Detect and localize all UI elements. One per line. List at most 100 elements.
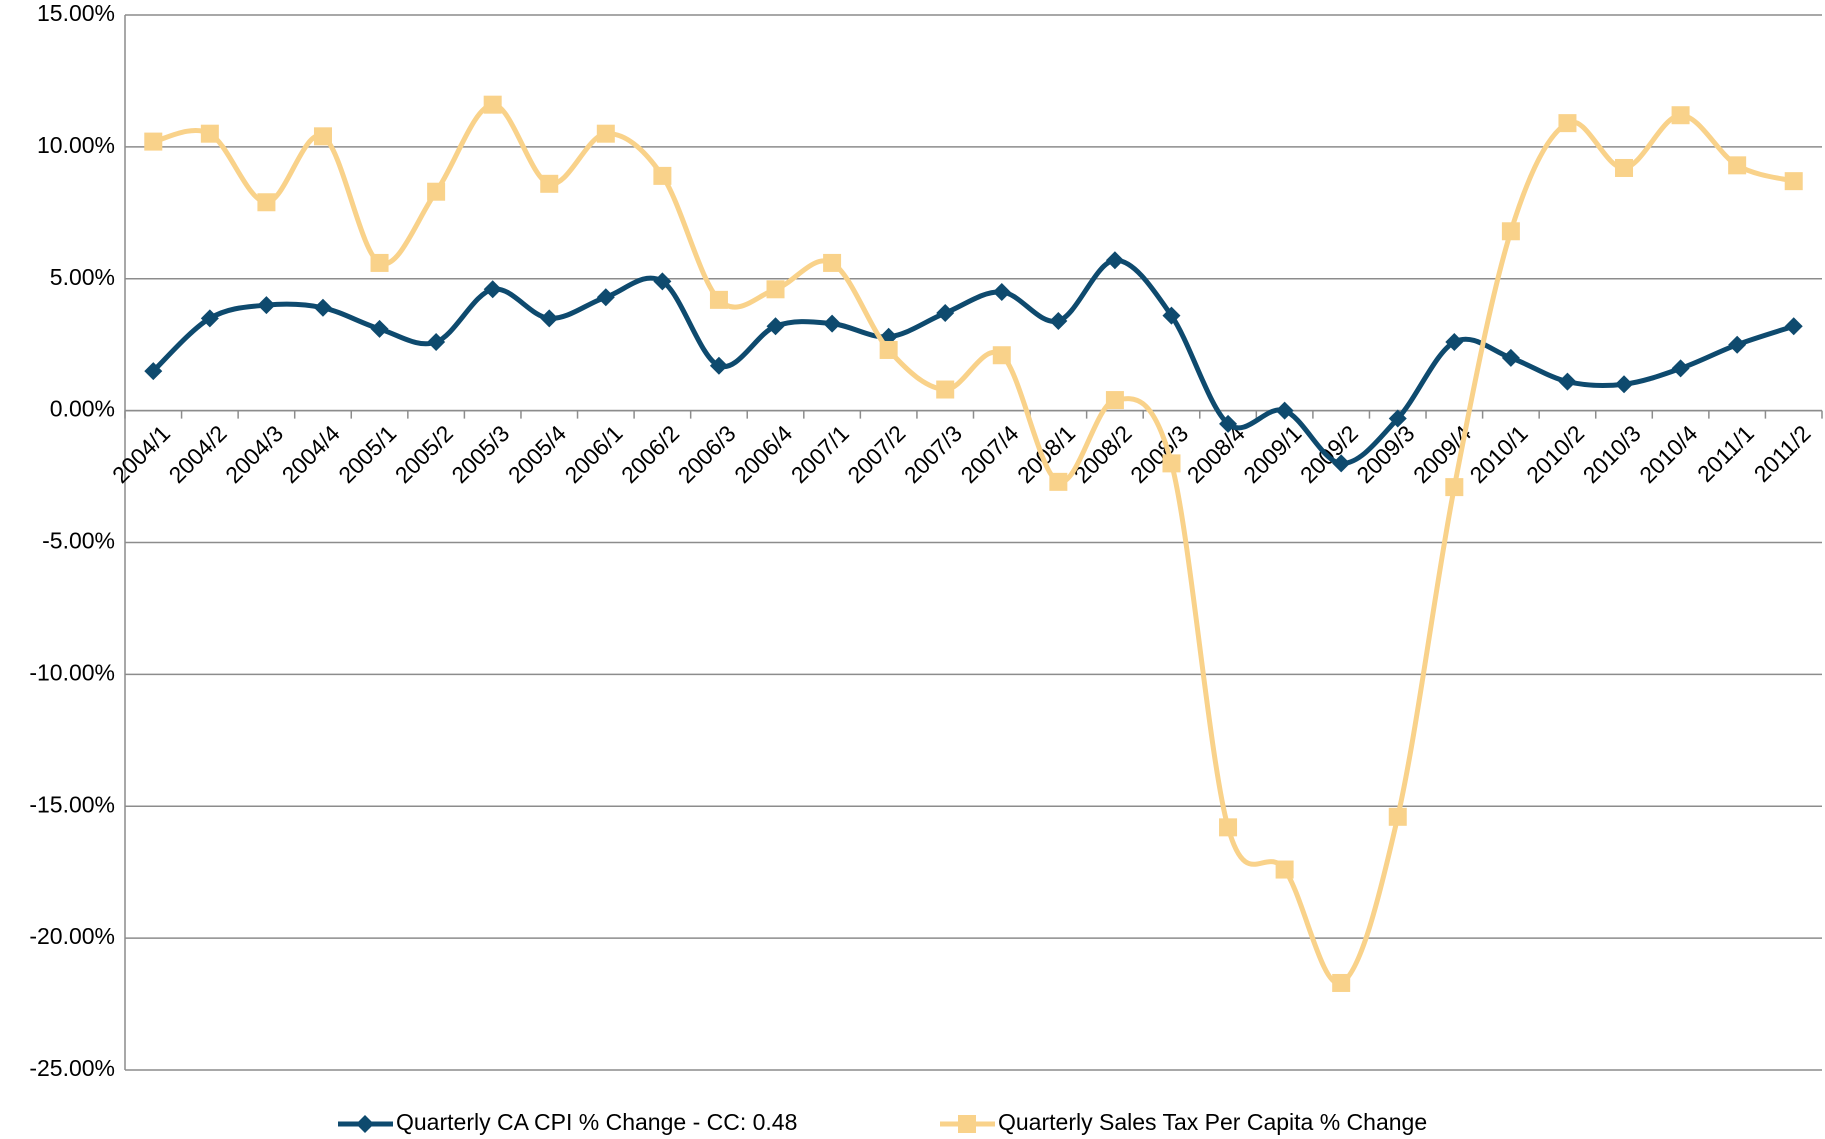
marker <box>144 132 163 151</box>
x-tick-label: 2004/3 <box>220 420 288 488</box>
x-tick-label: 2006/3 <box>673 420 741 488</box>
marker <box>992 346 1011 365</box>
marker <box>483 280 502 299</box>
marker <box>1219 414 1238 433</box>
marker <box>936 304 955 323</box>
x-tick-label: 2007/2 <box>842 420 910 488</box>
marker <box>653 166 672 185</box>
marker <box>958 1115 976 1133</box>
marker <box>1501 222 1520 241</box>
y-tick-label: -15.00% <box>29 791 115 817</box>
x-tick-label: 2004/2 <box>164 420 232 488</box>
y-tick-label: 15.00% <box>37 0 115 26</box>
x-tick-label: 2005/3 <box>446 420 514 488</box>
x-tick-label: 2007/4 <box>955 420 1023 488</box>
x-tick-label: 2010/4 <box>1634 420 1702 488</box>
y-tick-label: -25.00% <box>29 1055 115 1081</box>
marker <box>1105 251 1124 270</box>
marker <box>1615 158 1634 177</box>
marker <box>257 296 276 315</box>
marker <box>1445 478 1464 497</box>
marker <box>1162 454 1181 473</box>
x-tick-label: 2007/3 <box>899 420 967 488</box>
x-tick-label: 2006/1 <box>560 420 628 488</box>
marker <box>1049 311 1068 330</box>
marker <box>709 356 728 375</box>
marker <box>200 124 219 143</box>
marker <box>1615 375 1634 394</box>
legend-label: Quarterly CA CPI % Change - CC: 0.48 <box>396 1109 797 1135</box>
marker <box>313 298 332 317</box>
x-tick-label: 2007/1 <box>786 420 854 488</box>
marker <box>1049 472 1068 491</box>
legend-item: Quarterly Sales Tax Per Capita % Change <box>940 1109 1427 1135</box>
marker <box>427 182 446 201</box>
series-line <box>151 257 1795 466</box>
marker <box>1388 409 1407 428</box>
x-tick-label: 2006/2 <box>616 420 684 488</box>
marker <box>370 253 389 272</box>
marker <box>823 314 842 333</box>
x-tick-label: 2005/2 <box>390 420 458 488</box>
marker <box>370 319 389 338</box>
x-tick-label: 2010/2 <box>1521 420 1589 488</box>
marker <box>200 309 219 328</box>
marker <box>709 290 728 309</box>
marker <box>1219 818 1238 837</box>
x-tick-label: 2010/1 <box>1465 420 1533 488</box>
marker <box>823 253 842 272</box>
marker <box>1671 359 1690 378</box>
x-tick-label: 2011/1 <box>1692 420 1759 487</box>
y-tick-label: -20.00% <box>29 923 115 949</box>
marker <box>540 309 559 328</box>
marker <box>313 127 332 146</box>
marker <box>992 282 1011 301</box>
x-tick-label: 2004/4 <box>277 420 345 488</box>
x-tick-label: 2010/3 <box>1578 420 1646 488</box>
y-tick-label: -10.00% <box>29 659 115 685</box>
y-tick-label: 0.00% <box>50 396 115 422</box>
marker <box>1671 106 1690 125</box>
marker <box>1445 333 1464 352</box>
marker <box>1388 807 1407 826</box>
marker <box>1558 114 1577 133</box>
marker <box>356 1115 374 1133</box>
y-tick-label: 5.00% <box>50 264 115 290</box>
marker <box>1105 391 1124 410</box>
marker <box>1332 973 1351 992</box>
legend-item: Quarterly CA CPI % Change - CC: 0.48 <box>338 1109 797 1135</box>
x-tick-label: 2008/2 <box>1069 420 1137 488</box>
marker <box>1275 860 1294 879</box>
legend-label: Quarterly Sales Tax Per Capita % Change <box>998 1109 1427 1135</box>
marker <box>1275 401 1294 420</box>
x-tick-label: 2004/1 <box>107 420 175 488</box>
marker <box>144 362 163 381</box>
x-tick-label: 2005/1 <box>333 420 401 488</box>
y-tick-label: -5.00% <box>42 528 115 554</box>
marker <box>1501 348 1520 367</box>
marker <box>257 193 276 212</box>
x-tick-label: 2005/4 <box>503 420 571 488</box>
marker <box>427 333 446 352</box>
marker <box>1728 335 1747 354</box>
marker <box>483 95 502 114</box>
marker <box>596 124 615 143</box>
series-line <box>152 102 1795 986</box>
marker <box>936 380 955 399</box>
marker <box>1784 317 1803 336</box>
marker <box>879 340 898 359</box>
marker <box>1162 306 1181 325</box>
x-tick-label: 2009/1 <box>1238 420 1306 488</box>
marker <box>766 317 785 336</box>
marker <box>653 272 672 291</box>
x-tick-label: 2011/2 <box>1749 420 1816 487</box>
marker <box>1784 172 1803 191</box>
marker <box>1728 156 1747 175</box>
marker <box>1332 454 1351 473</box>
y-tick-label: 10.00% <box>37 132 115 158</box>
x-tick-label: 2006/4 <box>729 420 797 488</box>
marker <box>766 280 785 299</box>
marker <box>540 174 559 193</box>
marker <box>596 288 615 307</box>
